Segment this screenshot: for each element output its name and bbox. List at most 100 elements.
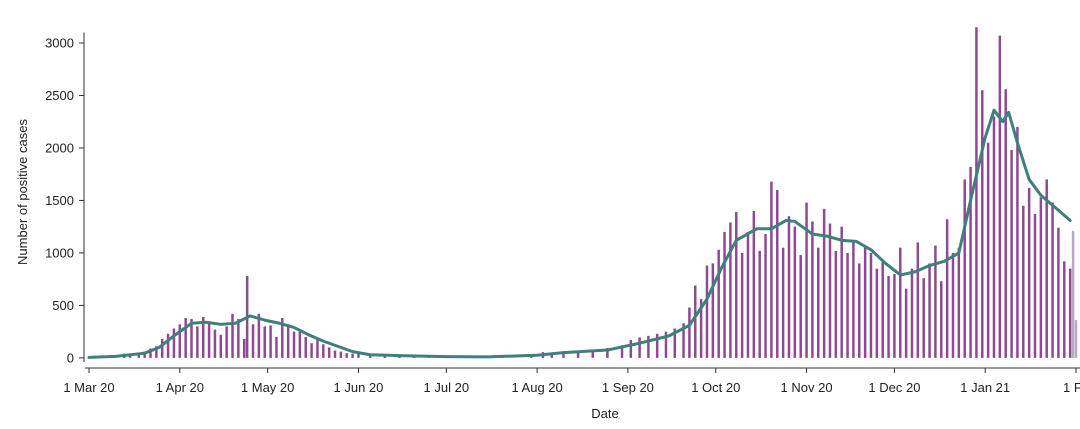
bar-0-87	[805, 202, 808, 358]
bar-0-109	[934, 245, 937, 358]
bar-0-43	[357, 353, 360, 358]
bar-0-28	[269, 325, 272, 358]
bar-0-6	[143, 351, 146, 358]
bar-0-101	[887, 276, 890, 358]
x-tick-label-7: 1 Oct 20	[691, 380, 740, 395]
bar-0-31	[286, 324, 290, 358]
bar-0-67	[688, 307, 691, 358]
bar-0-60	[629, 340, 633, 358]
y-tick-label-1000: 1000	[45, 245, 74, 260]
x-axis: 1 Mar 20 1 Apr 20 1 May 20 1 Jun 20 1 Jul 20…	[63, 367, 1080, 395]
x-tick-label-0: 1 Mar 20	[63, 380, 114, 395]
bar-0-15	[196, 326, 199, 358]
bar-0-103	[899, 247, 902, 358]
bar-0-98	[869, 252, 873, 358]
bar-0-9	[160, 339, 164, 358]
bar-0-131	[1063, 261, 1066, 358]
y-tick-label-2000: 2000	[45, 140, 74, 155]
bar-0-64	[664, 331, 668, 358]
bar-0-117	[981, 90, 984, 358]
bar-0-97	[863, 245, 867, 358]
bar-0-79	[758, 250, 761, 358]
bar-0-69	[699, 299, 703, 358]
bar-0-83	[781, 247, 785, 358]
bar-0-11	[172, 328, 176, 358]
bar-0-8	[155, 346, 158, 358]
bar-0-91	[828, 223, 832, 358]
bar-0-82	[776, 189, 779, 358]
bar-0-118	[986, 142, 990, 358]
bar-0-99	[875, 268, 879, 358]
bar-0-94	[846, 252, 849, 358]
bar-0-40	[339, 351, 343, 358]
bar-0-86	[799, 255, 802, 358]
bar-0-108	[928, 263, 931, 358]
bar-0-93	[840, 226, 843, 358]
bar-0-95	[852, 242, 855, 358]
bar-0-123	[1016, 126, 1019, 358]
bar-0-32	[292, 331, 296, 358]
bar-0-18	[213, 329, 217, 358]
bars-layer	[87, 27, 1078, 358]
bar-0-80	[764, 234, 767, 358]
x-tick-label-8: 1 Nov 20	[781, 380, 833, 395]
x-tick-label-2: 1 May 20	[241, 380, 294, 395]
bar-0-104	[904, 288, 908, 358]
bar-0-102	[893, 273, 896, 358]
bar-0-111	[945, 219, 949, 358]
y-axis: 0 500 1000 1500 2000 2500 3000	[45, 32, 85, 365]
bar-0-76	[740, 252, 744, 358]
bar-0-128	[1045, 179, 1048, 358]
bar-0-61	[638, 337, 641, 358]
bar-0-36	[316, 340, 319, 358]
bar-0-125	[1027, 187, 1031, 358]
bar-0-16	[201, 316, 205, 358]
y-tick-label-1500: 1500	[45, 193, 74, 208]
bar-0-122	[1010, 150, 1013, 358]
bar-0-42	[351, 353, 354, 358]
bar-0-54	[550, 353, 553, 358]
y-tick-label-3000: 3000	[45, 35, 74, 50]
bar-0-105	[910, 268, 914, 358]
bar-0-38	[327, 347, 331, 358]
bar-0-110	[940, 281, 943, 358]
bar-0-81	[770, 181, 773, 358]
bar-0-22	[237, 319, 240, 358]
bar-0-57	[591, 349, 594, 358]
bar-0-88	[811, 221, 814, 358]
bar-0-72	[717, 249, 720, 358]
y-tick-label-500: 500	[52, 298, 74, 313]
bar-0-90	[822, 208, 826, 358]
bar-0-55	[562, 351, 565, 358]
bar-0-58	[606, 347, 609, 358]
bar-0-115	[969, 166, 972, 358]
bar-0-107	[922, 278, 925, 358]
x-tick-label-4: 1 Jul 20	[424, 380, 470, 395]
x-tick-label-9: 1 Dec 20	[868, 380, 920, 395]
bar-0-114	[963, 179, 966, 358]
bar-0-66	[682, 323, 685, 358]
bar-0-13	[184, 318, 187, 358]
bar-0-121	[1004, 89, 1007, 358]
bar-0-7	[149, 348, 152, 358]
bar-0-68	[694, 285, 697, 358]
bar-0-73	[723, 231, 726, 358]
bar-0-29	[275, 336, 278, 358]
trend-line	[87, 108, 1072, 359]
bar-0-20	[225, 326, 228, 358]
bar-0-5	[137, 353, 141, 358]
bar-0-35	[310, 343, 313, 358]
bar-0-84	[787, 216, 791, 358]
trend-layer	[87, 108, 1072, 359]
x-tick-label-11: 1 F	[1063, 380, 1080, 395]
bar-0-30	[281, 318, 284, 358]
x-tick-label-1: 1 Apr 20	[156, 380, 204, 395]
bar-0-14	[190, 319, 193, 358]
bar-0-130	[1057, 227, 1060, 358]
x-tick-label-6: 1 Sep 20	[602, 380, 654, 395]
bar-0-25	[251, 324, 255, 358]
bar-0-63	[655, 333, 659, 358]
y-axis-title: Number of positive cases	[15, 119, 30, 265]
bar-0-59	[620, 345, 624, 358]
bar-0-132	[1068, 268, 1072, 358]
